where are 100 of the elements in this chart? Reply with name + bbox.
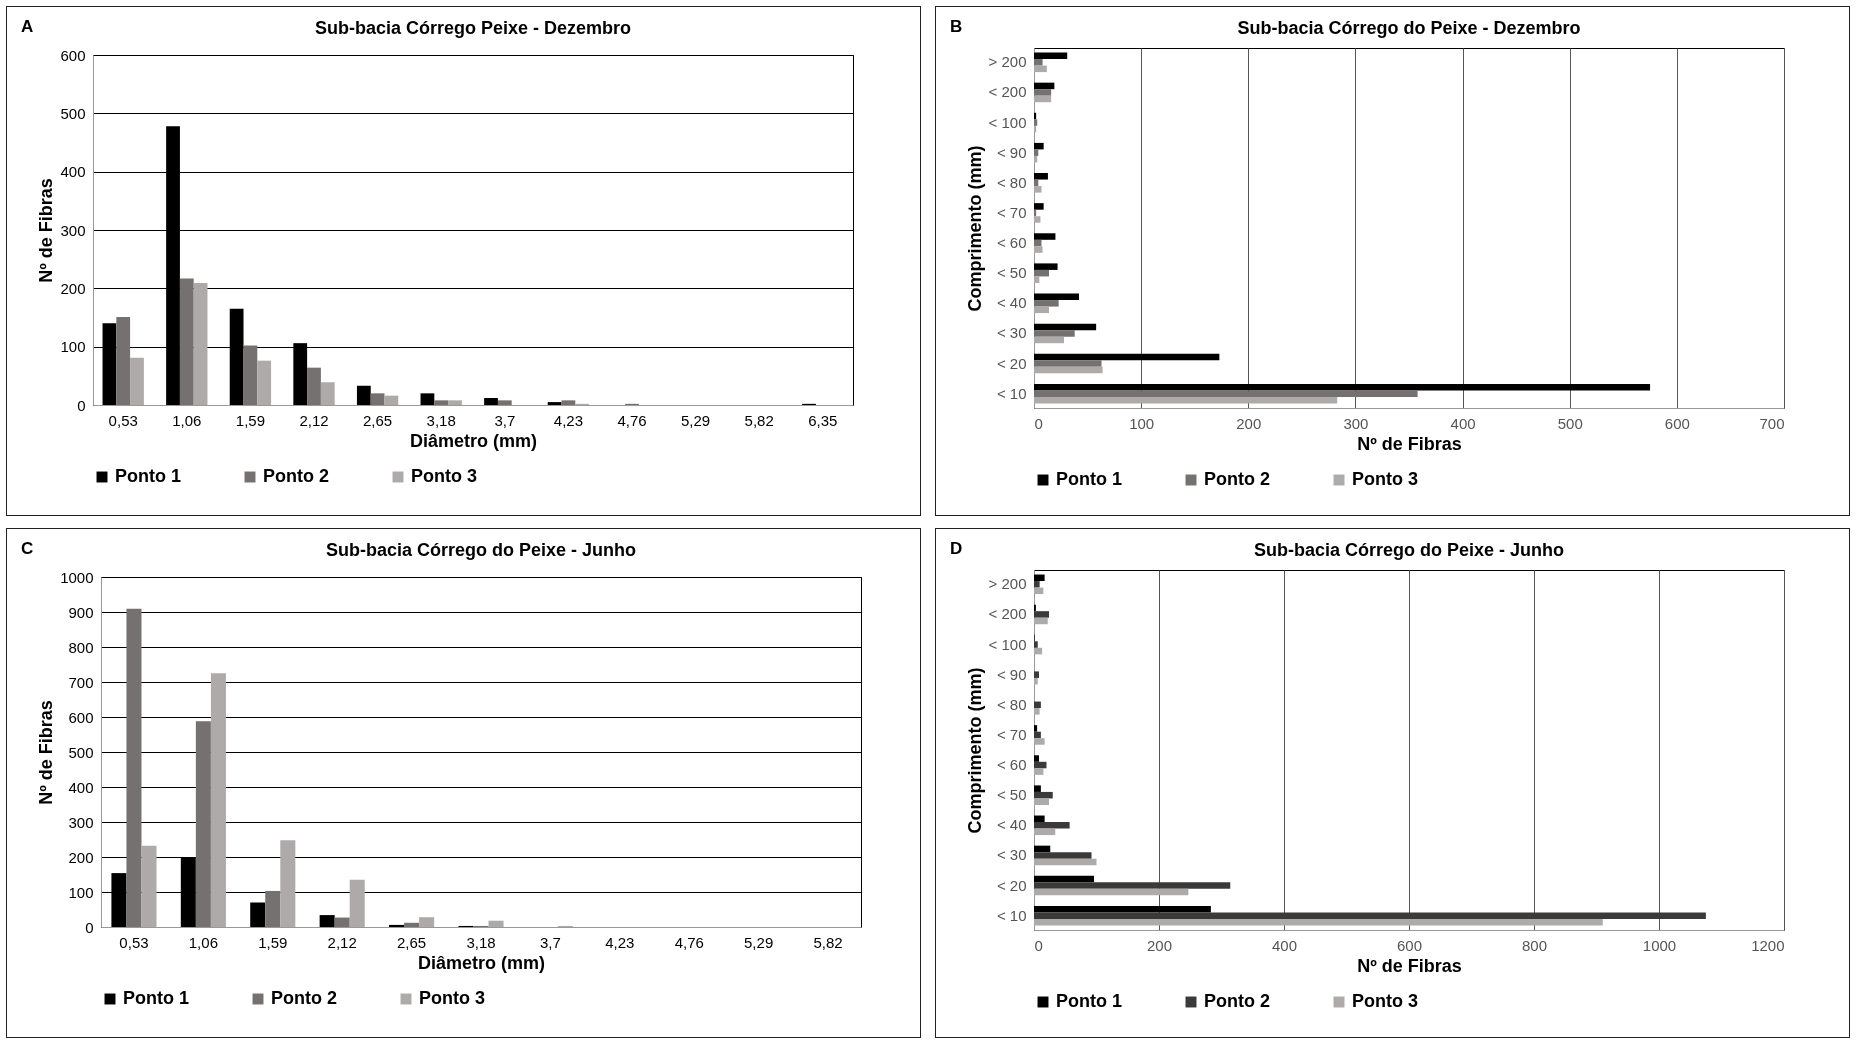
legend-label: Ponto 3 [1352, 991, 1418, 1011]
bar [250, 902, 266, 927]
y-tick-label: < 60 [996, 756, 1027, 774]
y-tick-label: < 100 [988, 113, 1027, 131]
bar [547, 402, 562, 405]
y-tick-label: 200 [60, 279, 86, 297]
x-tick-label: 0,53 [108, 411, 138, 429]
x-tick-label: 1,06 [172, 411, 202, 429]
y-tick-label: < 70 [996, 725, 1027, 743]
y-axis-title: Nº de Fibras [36, 700, 57, 805]
y-tick-label: 500 [60, 104, 86, 122]
bar [448, 400, 462, 405]
bar [419, 917, 435, 927]
text: A [21, 17, 34, 37]
x-tick-label: 5,82 [744, 411, 774, 429]
x-tick-label: 4,76 [617, 411, 647, 429]
bar [280, 840, 296, 927]
bar [265, 890, 281, 927]
legend-label: Ponto 3 [411, 466, 477, 486]
legend-label: Ponto 1 [1056, 469, 1122, 489]
x-tick-label: 4,76 [674, 933, 704, 951]
bar [257, 360, 272, 405]
x-tick-label: 3,18 [426, 411, 456, 429]
bar [356, 385, 371, 405]
x-tick-label: 200 [1236, 414, 1262, 432]
text: B [950, 17, 963, 37]
x-axis-title: Diâmetro (mm) [417, 952, 546, 973]
bar [319, 915, 335, 927]
y-tick-label: 600 [60, 46, 86, 64]
y-tick-label: 700 [68, 673, 94, 691]
y-axis-title: Comprimento (mm) [964, 145, 985, 312]
chart-title: Sub-bacia Córrego do Peixe - Junho [325, 540, 637, 560]
x-axis-title: Nº de Fibras [1357, 955, 1462, 976]
bar [179, 278, 194, 405]
y-tick-label: 0 [85, 918, 94, 936]
x-tick-label: 1,59 [258, 933, 288, 951]
y-tick-label: < 50 [996, 786, 1027, 804]
y-tick-label: < 20 [996, 876, 1027, 894]
x-tick-label: 400 [1450, 414, 1476, 432]
bar [116, 316, 131, 405]
y-tick-label: < 30 [996, 846, 1027, 864]
y-tick-label: 0 [77, 396, 86, 414]
x-tick-label: 1,06 [188, 933, 218, 951]
y-tick-label: 400 [60, 163, 86, 181]
x-tick-label: 5,29 [680, 411, 711, 429]
bar [320, 382, 335, 405]
y-tick-label: 900 [68, 603, 94, 621]
x-tick-label: 2,65 [396, 933, 427, 951]
x-tick-label: 3,7 [494, 411, 516, 429]
y-tick-label: 1000 [60, 568, 94, 586]
x-tick-label: 800 [1521, 936, 1548, 954]
x-tick-label: 700 [1759, 414, 1785, 432]
y-tick-label: 800 [68, 638, 94, 656]
bar [370, 393, 385, 405]
bar [307, 367, 321, 405]
x-tick-label: 600 [1396, 936, 1423, 954]
bar [193, 283, 208, 405]
y-tick-label: < 80 [996, 173, 1027, 191]
legend-label: Ponto 1 [115, 466, 181, 486]
x-tick-label: 2,12 [299, 411, 329, 429]
y-tick-label: < 70 [996, 203, 1027, 221]
legend-label: Ponto 2 [1204, 991, 1270, 1011]
bar [126, 608, 142, 927]
y-tick-label: < 30 [996, 324, 1027, 342]
text: D [950, 539, 963, 559]
bar [389, 924, 405, 927]
x-tick-label: 0 [1034, 414, 1043, 432]
bar [434, 400, 449, 405]
x-tick-label: 500 [1557, 414, 1583, 432]
y-axis-title: Comprimento (mm) [964, 667, 985, 834]
bar [130, 357, 144, 405]
x-axis-title: Diâmetro (mm) [409, 430, 538, 451]
y-tick-label: 100 [60, 338, 86, 356]
bar [141, 845, 157, 927]
bar [384, 395, 399, 405]
x-tick-label: 400 [1271, 936, 1298, 954]
bar [334, 917, 350, 927]
x-tick-label: 2,12 [327, 933, 357, 951]
bar [195, 721, 211, 927]
x-tick-label: 4,23 [605, 933, 635, 951]
y-axis-title: Nº de Fibras [36, 178, 57, 283]
y-tick-label: < 100 [988, 635, 1027, 653]
x-tick-label: 4,23 [553, 411, 583, 429]
legend-label: Ponto 1 [1056, 991, 1122, 1011]
legend-label: Ponto 1 [123, 988, 189, 1008]
x-tick-label: 300 [1343, 414, 1369, 432]
text: C [21, 539, 34, 559]
x-tick-label: 100 [1129, 414, 1155, 432]
y-tick-label: < 200 [988, 605, 1027, 623]
y-tick-label: 300 [68, 813, 94, 831]
x-tick-label: 1200 [1751, 936, 1785, 954]
y-tick-label: < 10 [996, 906, 1027, 924]
legend-label: Ponto 2 [263, 466, 329, 486]
x-tick-label: 6,35 [808, 411, 838, 429]
y-tick-label: 300 [60, 221, 86, 239]
bar [243, 345, 258, 405]
legend-label: Ponto 3 [419, 988, 485, 1008]
x-tick-label: 3,18 [466, 933, 496, 951]
y-tick-label: < 90 [996, 143, 1027, 161]
chart-title: Sub-bacia Córrego Peixe - Dezembro [314, 18, 632, 38]
